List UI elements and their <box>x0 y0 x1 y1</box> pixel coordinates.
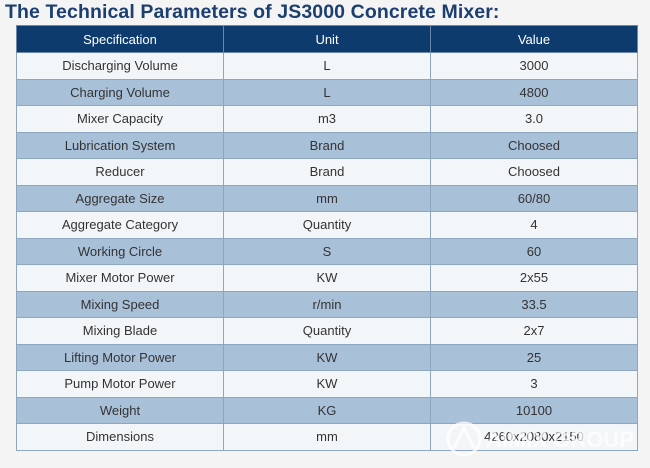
column-header-specification: Specification <box>16 25 224 53</box>
table-row: Aggregate Size mm 60/80 <box>16 184 638 212</box>
column-header-unit: Unit <box>223 25 431 53</box>
table-row: Charging Volume L 4800 <box>16 78 638 106</box>
cell-specification: Reducer <box>16 158 224 186</box>
cell-value: 3 <box>430 370 638 398</box>
cell-value: 3.0 <box>430 105 638 133</box>
cell-unit: r/min <box>223 290 431 318</box>
cell-unit: Quantity <box>223 211 431 239</box>
cell-value: 2x7 <box>430 317 638 345</box>
table-row: Working Circle S 60 <box>16 237 638 265</box>
cell-unit: KW <box>223 370 431 398</box>
column-header-value: Value <box>430 25 638 53</box>
page-title: The Technical Parameters of JS3000 Concr… <box>5 1 500 23</box>
table-row: Weight KG 10100 <box>16 396 638 424</box>
cell-unit: KG <box>223 396 431 424</box>
cell-specification: Charging Volume <box>16 78 224 106</box>
table-row: Mixer Motor Power KW 2x55 <box>16 264 638 292</box>
cell-unit: m3 <box>223 105 431 133</box>
table-body: Discharging Volume L 3000 Charging Volume L 4… <box>16 52 638 451</box>
cell-specification: Working Circle <box>16 237 224 265</box>
cell-value: 4260x2080x2150 <box>430 423 638 451</box>
table-row: Discharging Volume L 3000 <box>16 52 638 80</box>
table-header-row: Specification Unit Value <box>16 25 638 53</box>
cell-value: 60 <box>430 237 638 265</box>
cell-specification: Dimensions <box>16 423 224 451</box>
table-row: Pump Motor Power KW 3 <box>16 370 638 398</box>
cell-value: 10100 <box>430 396 638 424</box>
cell-specification: Lubrication System <box>16 131 224 159</box>
specs-table-container: Specification Unit Value Discharging Vol… <box>16 25 638 451</box>
cell-unit: mm <box>223 184 431 212</box>
table-row: Mixing Speed r/min 33.5 <box>16 290 638 318</box>
cell-specification: Weight <box>16 396 224 424</box>
table-row: Reducer Brand Choosed <box>16 158 638 186</box>
cell-value: 60/80 <box>430 184 638 212</box>
cell-unit: KW <box>223 343 431 371</box>
cell-unit: S <box>223 237 431 265</box>
table-row: Dimensions mm 4260x2080x2150 <box>16 423 638 451</box>
cell-specification: Discharging Volume <box>16 52 224 80</box>
cell-unit: mm <box>223 423 431 451</box>
cell-unit: L <box>223 52 431 80</box>
cell-value: Choosed <box>430 158 638 186</box>
cell-specification: Mixing Blade <box>16 317 224 345</box>
cell-value: Choosed <box>430 131 638 159</box>
cell-value: 25 <box>430 343 638 371</box>
specs-table: Specification Unit Value Discharging Vol… <box>16 25 638 451</box>
cell-value: 4 <box>430 211 638 239</box>
table-row: Aggregate Category Quantity 4 <box>16 211 638 239</box>
table-row: Lifting Motor Power KW 25 <box>16 343 638 371</box>
cell-value: 3000 <box>430 52 638 80</box>
cell-value: 2x55 <box>430 264 638 292</box>
cell-specification: Pump Motor Power <box>16 370 224 398</box>
table-row: Lubrication System Brand Choosed <box>16 131 638 159</box>
cell-unit: L <box>223 78 431 106</box>
cell-specification: Mixing Speed <box>16 290 224 318</box>
cell-specification: Aggregate Size <box>16 184 224 212</box>
cell-specification: Aggregate Category <box>16 211 224 239</box>
cell-specification: Mixer Capacity <box>16 105 224 133</box>
table-row: Mixing Blade Quantity 2x7 <box>16 317 638 345</box>
cell-specification: Lifting Motor Power <box>16 343 224 371</box>
cell-value: 33.5 <box>430 290 638 318</box>
cell-unit: KW <box>223 264 431 292</box>
cell-unit: Brand <box>223 131 431 159</box>
cell-unit: Quantity <box>223 317 431 345</box>
cell-unit: Brand <box>223 158 431 186</box>
cell-specification: Mixer Motor Power <box>16 264 224 292</box>
table-row: Mixer Capacity m3 3.0 <box>16 105 638 133</box>
cell-value: 4800 <box>430 78 638 106</box>
